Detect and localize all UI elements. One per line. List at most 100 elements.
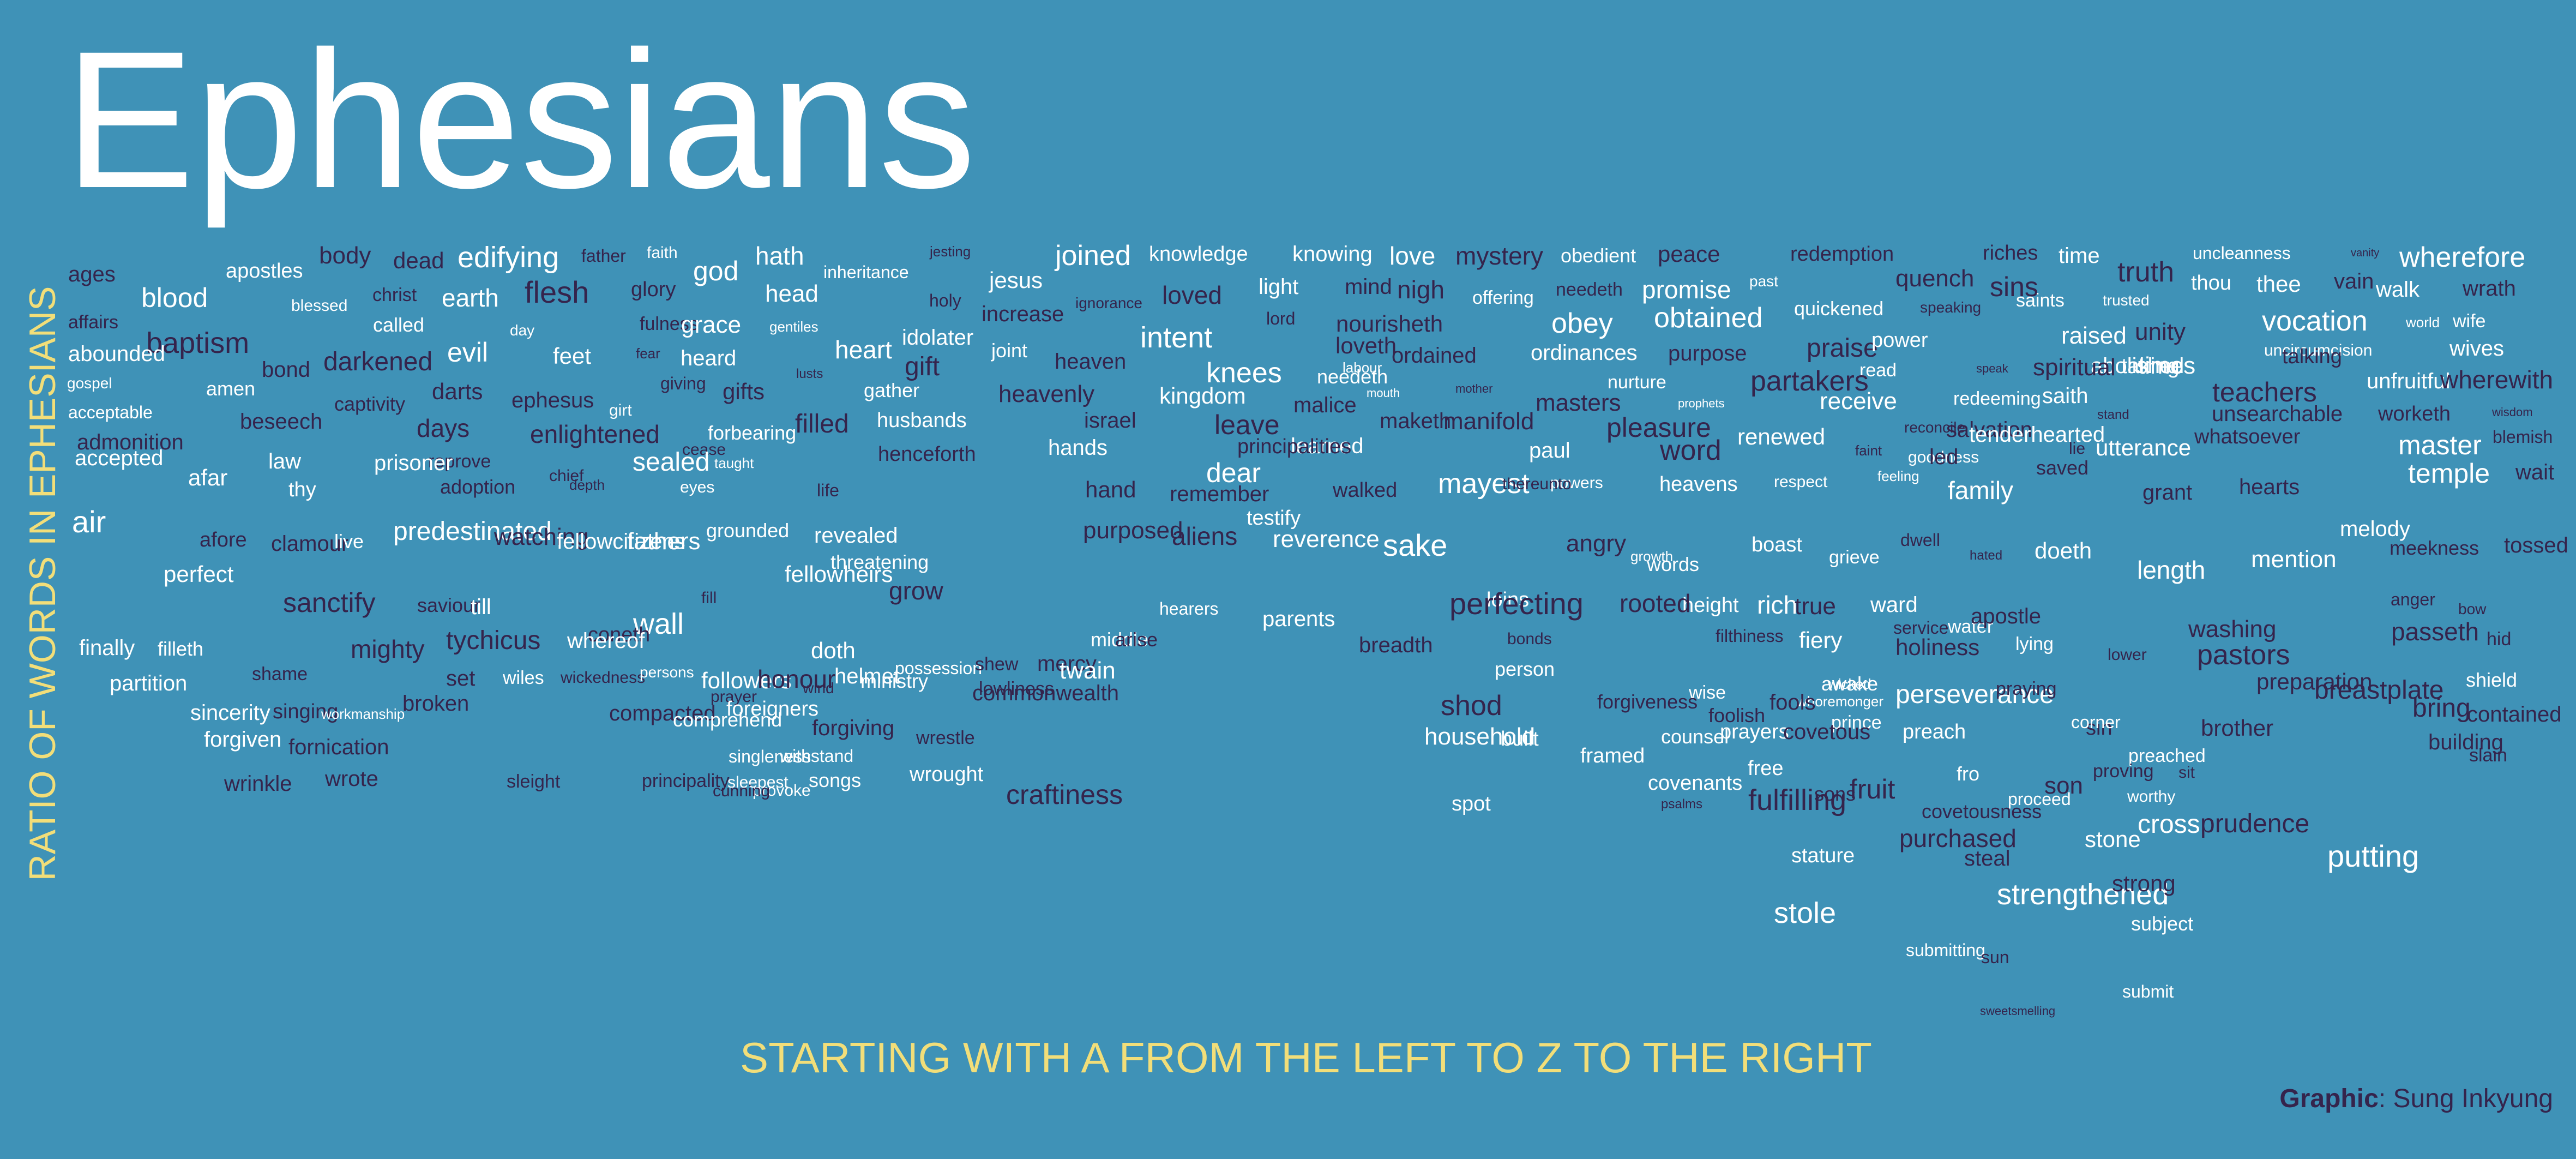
word-obedient: obedient xyxy=(1561,244,1636,267)
word-anger: anger xyxy=(2391,590,2435,609)
word-fulfilling: fulfilling xyxy=(1748,784,1847,816)
word-prayers: prayers xyxy=(1720,720,1789,743)
word-redemption: redemption xyxy=(1790,243,1894,266)
word-mighty: mighty xyxy=(351,635,425,663)
word-breadth: breadth xyxy=(1359,633,1433,657)
word-wisdom: wisdom xyxy=(2492,405,2533,419)
word-blood: blood xyxy=(141,283,208,313)
word-head: head xyxy=(765,280,818,307)
word-boast: boast xyxy=(1752,533,1802,556)
word-kingdom: kingdom xyxy=(1159,383,1246,409)
word-hated: hated xyxy=(1970,548,2003,563)
word-reprove: reprove xyxy=(428,451,491,472)
word-love: love xyxy=(1389,242,1436,270)
word-maketh: maketh xyxy=(1380,409,1452,433)
word-salvation: salvation xyxy=(1946,418,2032,442)
word-thereunto: thereunto xyxy=(1502,475,1572,493)
word-wives: wives xyxy=(2449,337,2505,361)
word-length: length xyxy=(2137,556,2206,584)
word-offering: offering xyxy=(1472,287,1534,308)
word-steal: steal xyxy=(1964,846,2011,870)
word-unfruitful: unfruitful xyxy=(2367,369,2451,393)
word-lowliness: lowliness xyxy=(979,678,1054,699)
word-honour: honour xyxy=(757,665,836,693)
word-air: air xyxy=(72,505,106,539)
word-watching: watching xyxy=(494,524,589,550)
word-partition: partition xyxy=(110,671,188,695)
word-malice: malice xyxy=(1293,393,1357,417)
word-fools: fools xyxy=(1770,690,1816,714)
word-wind: wind xyxy=(803,680,834,696)
word-wrote: wrote xyxy=(325,767,378,791)
word-sleight: sleight xyxy=(507,771,561,792)
word-middle: middle xyxy=(1091,628,1149,651)
word-idolater: idolater xyxy=(902,326,974,350)
word-grieve: grieve xyxy=(1829,547,1880,568)
word-fruit: fruit xyxy=(1850,774,1895,804)
word-needeth: needeth xyxy=(1317,365,1388,388)
word-baptism: baptism xyxy=(146,327,250,359)
word-wrinkle: wrinkle xyxy=(224,772,292,796)
word-knowing: knowing xyxy=(1292,242,1373,266)
word-mouth: mouth xyxy=(1367,386,1400,400)
word-built: built xyxy=(1501,728,1539,750)
word-forgiveness: forgiveness xyxy=(1597,690,1698,713)
word-evil: evil xyxy=(447,337,489,368)
word-live: live xyxy=(334,530,364,553)
graphic-credit: Graphic: Sung Inkyung xyxy=(2279,1086,2553,1112)
word-rich: rich xyxy=(1757,591,1798,619)
word-heart: heart xyxy=(835,335,892,364)
word-songs: songs xyxy=(809,769,862,791)
word-proceed: proceed xyxy=(2008,789,2071,809)
word-wherefore: wherefore xyxy=(2399,242,2526,273)
word-enlightened: enlightened xyxy=(530,420,660,448)
word-shame: shame xyxy=(252,664,308,684)
word-spiritual: spiritual xyxy=(2033,354,2116,381)
word-pastors: pastors xyxy=(2197,639,2290,671)
word-fear: fear xyxy=(636,345,660,362)
word-abounded: abounded xyxy=(68,342,165,366)
word-arise: arise xyxy=(1115,628,1158,651)
word-perfect: perfect xyxy=(164,561,234,587)
word-praise: praise xyxy=(1807,334,1878,363)
word-prayer: prayer xyxy=(711,688,757,706)
word-stature: stature xyxy=(1791,844,1855,867)
word-growth: growth xyxy=(1630,548,1674,565)
word-wrought: wrought xyxy=(910,763,984,786)
word-intent: intent xyxy=(1140,321,1213,354)
word-contained: contained xyxy=(2467,702,2562,726)
word-called: called xyxy=(373,314,425,336)
word-wise: wise xyxy=(1689,682,1726,703)
word-wickedness: wickedness xyxy=(561,669,646,687)
word-hid: hid xyxy=(2487,629,2512,650)
word-mind: mind xyxy=(1345,275,1392,299)
word-meekness: meekness xyxy=(2390,537,2479,559)
word-preached: preached xyxy=(2128,746,2206,766)
word-faint: faint xyxy=(1855,442,1882,459)
word-quickened: quickened xyxy=(1794,297,1884,320)
word-counsel: counsel xyxy=(1661,725,1729,748)
word-darts: darts xyxy=(432,379,483,404)
word-filled: filled xyxy=(795,410,849,439)
word-obey: obey xyxy=(1551,308,1613,339)
word-preach: preach xyxy=(1903,720,1966,743)
word-masters: masters xyxy=(1536,389,1621,416)
word-covenants: covenants xyxy=(1648,772,1743,795)
word-abolished: abolished xyxy=(2091,354,2184,378)
word-remember: remember xyxy=(1170,482,1269,506)
word-increase: increase xyxy=(982,302,1064,326)
word-depth: depth xyxy=(569,477,605,493)
word-principalities: principalities xyxy=(1237,435,1352,458)
word-principality: principality xyxy=(642,771,730,791)
word-nourisheth: nourisheth xyxy=(1336,311,1443,337)
word-adoption: adoption xyxy=(440,476,516,498)
word-broken: broken xyxy=(402,692,470,716)
word-mother: mother xyxy=(1455,382,1493,395)
word-vocation: vocation xyxy=(2262,305,2368,337)
word-prophets: prophets xyxy=(1678,397,1725,410)
word-leave: leave xyxy=(1214,410,1280,440)
word-gather: gather xyxy=(864,379,920,401)
word-testify: testify xyxy=(1247,507,1301,530)
word-unsearchable: unsearchable xyxy=(2212,402,2343,426)
word-time: time xyxy=(2059,244,2100,268)
